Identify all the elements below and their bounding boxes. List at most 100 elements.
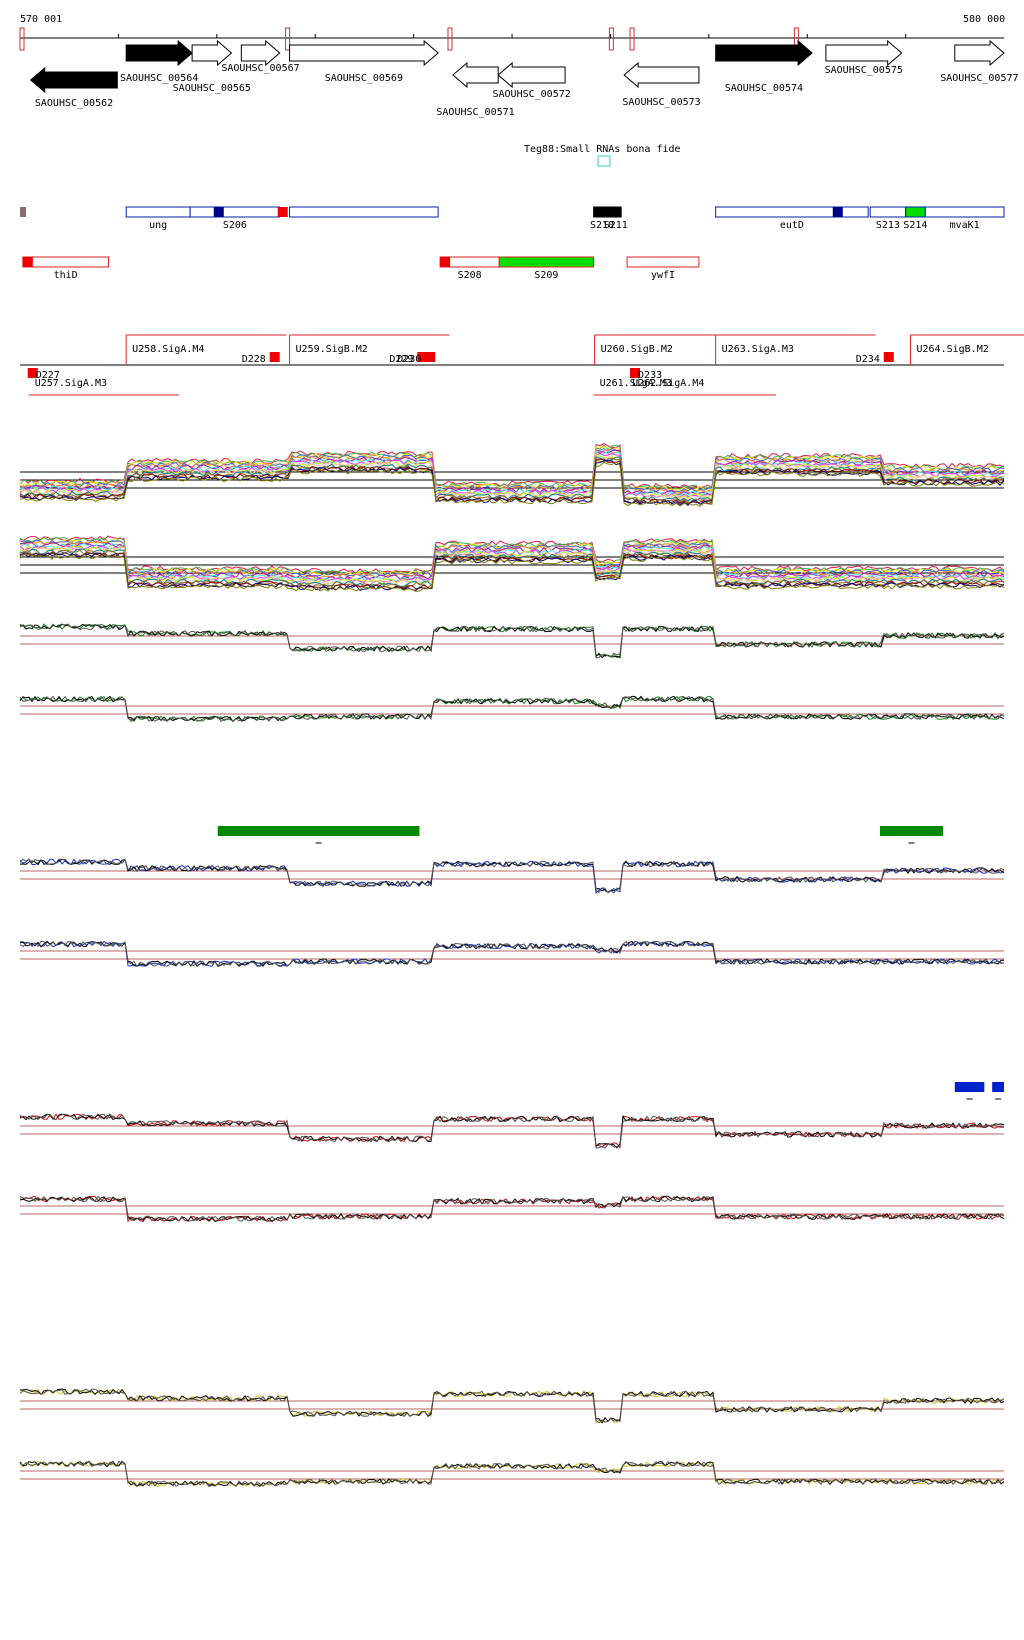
- expression-line: [19, 453, 1005, 500]
- rna-feature-mark: [440, 257, 451, 267]
- ruler-mark: [608, 27, 614, 51]
- gene-arrow: [191, 39, 233, 67]
- rna-feature: [715, 206, 869, 218]
- promoter-label: U261.SigA.M3: [600, 378, 672, 389]
- rna-feature-mark: [277, 207, 288, 217]
- gene-label: SAOUHSC_00572: [492, 89, 570, 100]
- gene-arrow: [240, 39, 281, 67]
- ruler-start-label: 570 001: [20, 14, 62, 25]
- gene-arrow: [825, 39, 903, 67]
- promoter-label: U262.SigA.M4: [632, 378, 704, 389]
- promoter-label: D234: [856, 354, 880, 365]
- expression-line: [19, 623, 1005, 659]
- rna-feature-label: S210: [590, 220, 614, 231]
- promoter-label: U259.SigB.M2: [296, 344, 368, 355]
- terminator-mark: [883, 352, 894, 362]
- expression-line: [19, 1113, 1005, 1149]
- expression-line: [19, 940, 1005, 968]
- rna-feature-label: S206: [223, 220, 247, 231]
- expression-line: [19, 447, 1004, 493]
- expression-line: [19, 450, 1005, 497]
- expression-line: [19, 623, 1005, 659]
- promoter-label: D227: [36, 370, 60, 381]
- rna-feature: [593, 206, 611, 218]
- gene-label: SAOUHSC_00574: [725, 83, 803, 94]
- expression-tracks: [19, 442, 1005, 1488]
- annotation-marker[interactable]: [597, 155, 611, 167]
- gene-label: SAOUHSC_00564: [120, 73, 198, 84]
- ruler-mark: [285, 27, 291, 51]
- expression-line: [19, 539, 1005, 579]
- expression-track-red-fwd: [19, 1113, 1005, 1149]
- promoter-label: U264.SigB.M2: [917, 344, 989, 355]
- gene-label: SAOUHSC_00573: [622, 97, 700, 108]
- coordinate-ruler: 570 001 580 000: [19, 14, 1005, 51]
- expression-line: [19, 1195, 1005, 1222]
- rna-feature-label: ywfI: [651, 270, 675, 281]
- rna-feature-label: mvaK1: [950, 220, 980, 231]
- small-rna-annotation: Teg88:Small RNAs bona fide: [524, 144, 681, 167]
- promoter-label: U257.SigA.M3: [35, 378, 107, 389]
- expression-line: [19, 553, 1005, 593]
- expression-line: [19, 549, 1005, 588]
- expression-line: [19, 695, 1005, 723]
- gene-label: SAOUHSC_00562: [35, 98, 113, 109]
- promoter-label: D233: [638, 370, 662, 381]
- rna-feature: [125, 206, 191, 218]
- expression-line: [19, 460, 1005, 506]
- rna-feature: [189, 206, 281, 218]
- ruler-line: [19, 27, 1004, 51]
- gene-label: SAOUHSC_00577: [940, 73, 1018, 84]
- ruler-mark: [19, 27, 25, 51]
- rna-feature-mark: [832, 207, 843, 217]
- gene-arrow: [954, 39, 1005, 67]
- blue-block-2: [992, 1082, 1004, 1092]
- rna-feature: [626, 256, 700, 268]
- expression-line: [19, 695, 1005, 723]
- terminator-mark: [425, 352, 436, 362]
- gene-label: SAOUHSC_00565: [173, 83, 251, 94]
- expression-line: [19, 940, 1005, 967]
- annotation-label: Teg88:Small RNAs bona fide: [524, 144, 681, 155]
- rna-feature-label: ung: [149, 220, 167, 231]
- gene-label: SAOUHSC_00571: [436, 107, 514, 118]
- expression-track-blue-rev: [19, 940, 1005, 968]
- green-block-1: [217, 826, 420, 836]
- promoter-label: D230: [397, 354, 421, 365]
- expression-track-red-rev: [19, 1195, 1005, 1223]
- expression-track-multicolor-fwd: [19, 442, 1005, 507]
- green-block-2: [880, 826, 943, 836]
- expression-line: [19, 858, 1005, 894]
- expression-track-yellow-rev: [19, 1460, 1005, 1488]
- rna-feature-label: thiD: [54, 270, 78, 281]
- terminator-mark: [417, 352, 428, 362]
- expression-track-yellow-fwd: [19, 1388, 1005, 1424]
- expression-line: [19, 444, 1005, 491]
- rna-feature: [289, 206, 439, 218]
- expression-line: [19, 545, 1005, 585]
- expression-line: [19, 449, 1005, 495]
- expression-line: [19, 1388, 1005, 1424]
- gene-label: SAOUHSC_00567: [221, 63, 299, 74]
- rna-feature: [20, 207, 26, 217]
- rna-feature: [22, 256, 109, 268]
- rna-feature: [498, 256, 595, 268]
- terminator-mark: [269, 352, 280, 362]
- expression-track-multicolor-rev: [19, 535, 1005, 593]
- expression-line: [19, 552, 1005, 591]
- feature-blocks: [217, 826, 1004, 1100]
- rna-feature: [905, 206, 926, 218]
- ruler-mark: [629, 27, 635, 51]
- rna-feature-mark: [213, 207, 224, 217]
- rna-feature-label: S213: [876, 220, 900, 231]
- expression-line: [19, 858, 1005, 894]
- expression-line: [19, 551, 1005, 590]
- expression-line: [19, 1388, 1005, 1424]
- gene-arrow: [125, 39, 193, 67]
- gene-arrow: [497, 61, 566, 89]
- expression-line: [19, 1388, 1005, 1424]
- rna-feature-label: S208: [458, 270, 482, 281]
- expression-line: [19, 548, 1005, 587]
